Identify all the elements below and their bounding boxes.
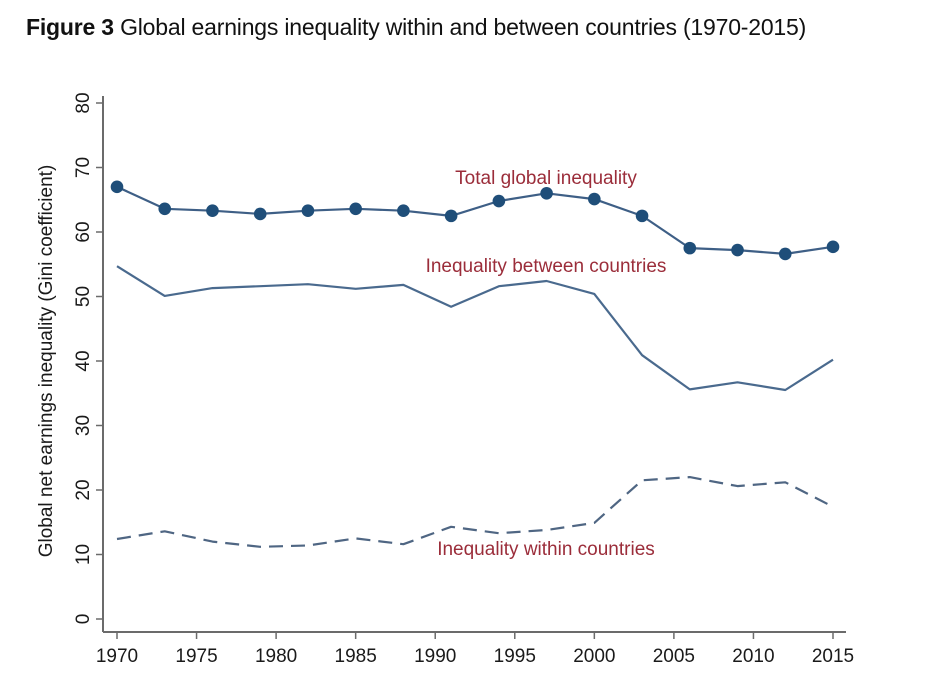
y-tick-label: 30 [73,415,94,436]
y-tick-label: 20 [73,479,94,500]
figure-title: Figure 3 Global earnings inequality with… [26,14,806,41]
inequality-between-countries-line [116,265,834,392]
figure-label: Figure 3 [26,14,114,40]
y-axis-title: Global net earnings inequality (Gini coe… [36,165,57,558]
series-label: Inequality within countries [437,539,655,560]
x-tick-label: 1975 [175,646,217,667]
data-point [731,243,744,257]
data-point [826,240,840,254]
x-tick-label: 2010 [732,646,774,667]
series-label: Total global inequality [455,168,637,189]
y-tick-label: 0 [73,614,94,625]
x-tick-label: 1985 [335,646,377,667]
data-point [492,194,506,208]
data-point [635,209,649,223]
axes [102,96,846,633]
data-point [778,247,792,261]
y-tick-label: 10 [73,544,94,565]
y-tick-label: 80 [73,92,94,113]
x-tick-label: 2005 [653,646,695,667]
x-tick-label: 1970 [96,646,138,667]
data-point [253,207,267,221]
series-group [110,180,840,548]
data-point [206,204,219,218]
data-point [301,204,315,218]
data-point [588,192,601,206]
data-point [158,202,172,216]
x-tick-label: 1995 [494,646,536,667]
y-tick-label: 70 [73,157,94,178]
y-tick-label: 40 [73,350,94,371]
x-tick-label: 2015 [812,646,854,667]
series-label: Inequality between countries [426,256,667,277]
data-point [110,180,124,194]
data-point [349,202,362,216]
x-tick-label: 1980 [255,646,297,667]
total-global-inequality-line [116,185,834,255]
inequality-within-countries-line [116,476,834,548]
y-tick-label: 60 [73,221,94,242]
y-axis-ticks: 0 10 20 30 40 50 60 70 80 [73,92,103,624]
x-tick-label: 1990 [414,646,456,667]
series-labels: Total global inequality Inequality betwee… [426,168,667,560]
data-point [683,241,697,255]
y-tick-label: 50 [73,286,94,307]
figure-title-text: Global earnings inequality within and be… [120,14,807,40]
data-point [540,187,553,200]
x-tick-label: 2000 [573,646,615,667]
x-axis-ticks: 1970 1975 1980 1985 1990 1995 2000 2005 2010 2015 [96,632,854,667]
data-point [444,209,458,223]
data-point [397,204,410,218]
